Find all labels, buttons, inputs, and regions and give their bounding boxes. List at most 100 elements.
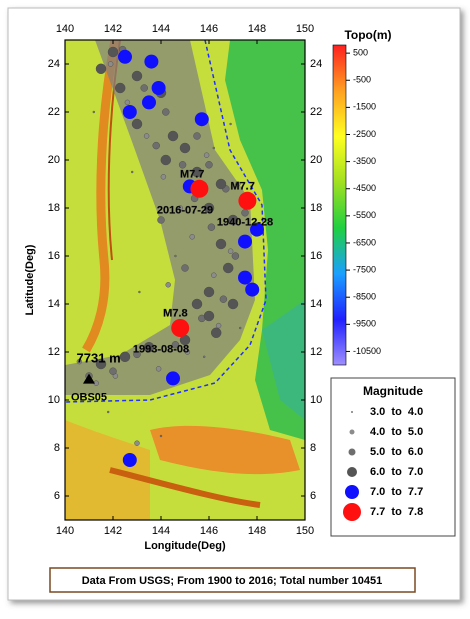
footer-box <box>49 567 416 593</box>
legend-label: 4.0 to 5.0 <box>370 426 423 438</box>
y-tick-label: 6 <box>54 490 60 502</box>
y-tick-label: 10 <box>48 394 60 406</box>
event <box>207 223 216 231</box>
colorbar-tick-label: -2500 <box>353 129 376 139</box>
event <box>118 49 132 64</box>
event <box>178 161 187 169</box>
event <box>151 81 166 95</box>
y-tick-label: 10 <box>310 394 322 406</box>
event <box>124 99 131 106</box>
event <box>157 216 165 224</box>
colorbar-tick-label: 500 <box>353 48 368 58</box>
event <box>205 161 213 169</box>
event <box>203 310 215 322</box>
legend-label: 6.0 to 7.0 <box>370 466 423 478</box>
event <box>210 327 222 338</box>
event <box>241 209 249 217</box>
y-tick-label: 14 <box>310 298 322 310</box>
event <box>190 179 209 198</box>
event <box>160 174 167 180</box>
y-tick-label: 16 <box>48 250 60 262</box>
event <box>114 82 126 94</box>
event <box>119 351 131 362</box>
legend-marker <box>347 467 357 477</box>
colorbar-tick-label: -9500 <box>353 319 376 329</box>
event <box>227 248 234 254</box>
y-axis-label: Latitude(Deg) <box>24 244 36 315</box>
event <box>189 234 195 240</box>
legend-label: 7.0 to 7.7 <box>370 486 423 498</box>
annotation: OBS05 <box>71 392 107 404</box>
event <box>191 166 203 178</box>
x-tick-label: 146 <box>200 23 218 35</box>
x-tick-label: 140 <box>56 23 74 35</box>
legend-marker <box>351 411 353 413</box>
event <box>202 355 206 358</box>
event <box>235 181 241 187</box>
colorbar-tick-label: -3500 <box>353 156 376 166</box>
event <box>238 326 242 330</box>
x-tick-label: 144 <box>152 23 170 35</box>
event <box>122 105 137 119</box>
annotation: M7.8 <box>163 308 187 320</box>
colorbar <box>332 44 347 366</box>
event <box>144 54 159 69</box>
event <box>76 358 83 365</box>
event <box>215 178 227 190</box>
y-tick-label: 20 <box>310 154 322 166</box>
event <box>142 95 156 110</box>
event <box>159 434 163 438</box>
x-tick-label: 148 <box>248 525 266 537</box>
y-tick-label: 12 <box>48 346 60 358</box>
event <box>107 61 114 67</box>
event <box>194 112 209 127</box>
x-tick-label: 142 <box>104 525 122 537</box>
y-tick-label: 20 <box>48 154 60 166</box>
legend-marker <box>343 503 361 521</box>
event <box>245 282 260 297</box>
event <box>167 130 179 142</box>
colorbar-tick-label: -1500 <box>353 102 376 112</box>
event <box>222 262 234 274</box>
x-tick-label: 150 <box>296 23 314 35</box>
annotation: 7731 m <box>77 351 121 366</box>
event <box>160 154 172 166</box>
event <box>171 341 180 349</box>
event <box>238 270 252 285</box>
event <box>227 214 239 226</box>
x-tick-label: 146 <box>200 525 218 537</box>
annotation: 2016-07-29 <box>157 204 213 216</box>
event <box>177 205 183 211</box>
event <box>143 342 155 353</box>
event <box>165 282 171 288</box>
annotation: M7.7 <box>180 168 204 180</box>
event <box>229 122 232 126</box>
event <box>166 371 180 386</box>
event <box>106 410 110 414</box>
x-tick-label: 144 <box>152 525 170 537</box>
y-tick-label: 22 <box>48 106 60 118</box>
legend-title: Magnitude <box>363 384 423 398</box>
event <box>181 264 189 272</box>
colorbar-tick-label: -5500 <box>353 210 376 220</box>
colorbar-tick-label: -6500 <box>353 237 376 247</box>
event <box>131 118 143 130</box>
event <box>95 358 107 370</box>
annotation: M7.7 <box>230 180 254 192</box>
x-tick-label: 142 <box>104 23 122 35</box>
event <box>131 70 143 82</box>
event <box>179 142 191 154</box>
y-tick-label: 24 <box>310 58 322 70</box>
event <box>212 146 216 150</box>
event <box>238 234 252 249</box>
y-tick-label: 18 <box>310 202 322 214</box>
event <box>92 110 96 114</box>
event <box>193 132 201 140</box>
event <box>138 290 141 294</box>
y-tick-label: 22 <box>310 106 322 118</box>
event <box>140 84 148 92</box>
event <box>231 252 240 260</box>
annotation: 1940-12-28 <box>217 216 273 228</box>
